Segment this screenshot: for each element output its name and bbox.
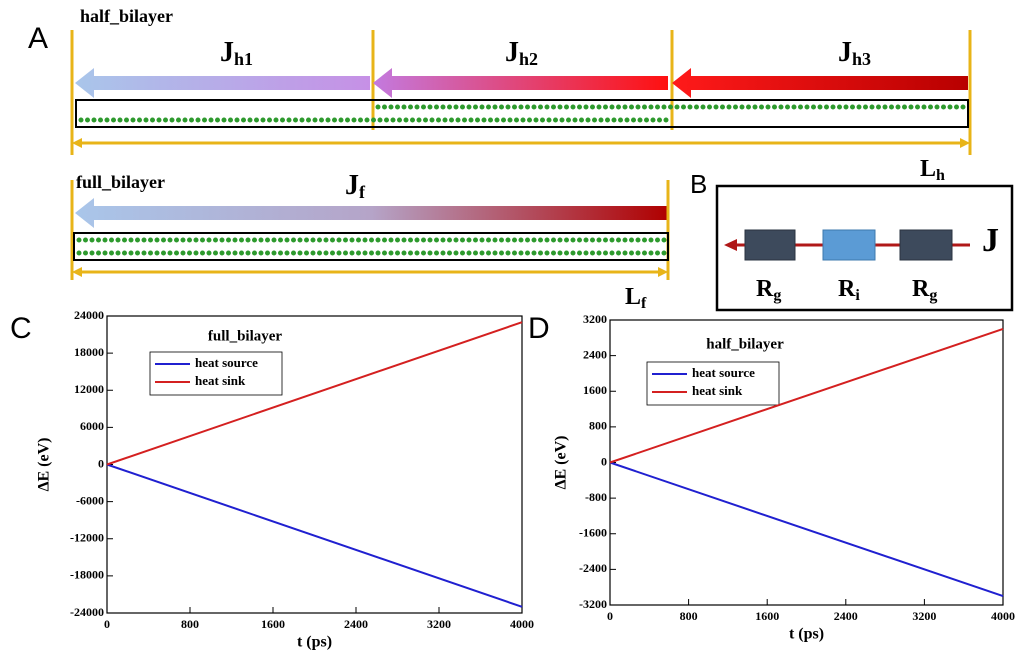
y-tick-label: -2400	[579, 561, 607, 575]
x-tick-label: 1600	[755, 609, 779, 623]
flux-arrow	[373, 68, 668, 98]
y-tick-label: 18000	[74, 345, 104, 359]
y-axis-label: ΔE (eV)	[36, 437, 53, 491]
x-tick-label: 2400	[834, 609, 858, 623]
y-tick-label: -800	[585, 490, 607, 504]
y-tick-label: 2400	[583, 347, 607, 361]
series-line	[107, 465, 522, 607]
x-tick-label: 1600	[261, 617, 285, 631]
atom-rows	[81, 107, 966, 120]
atom-rows	[79, 240, 665, 253]
y-tick-label: 24000	[74, 308, 104, 322]
y-tick-label: 800	[589, 419, 607, 433]
x-axis-label: t (ps)	[297, 634, 332, 650]
length-label: Lh	[920, 156, 945, 184]
x-tick-label: 3200	[912, 609, 936, 623]
x-tick-label: 800	[680, 609, 698, 623]
x-tick-label: 800	[181, 617, 199, 631]
bilayer-box	[76, 100, 968, 127]
y-tick-label: 1600	[583, 383, 607, 397]
diagram-label: full_bilayer	[76, 172, 165, 192]
x-tick-label: 0	[104, 617, 110, 631]
x-tick-label: 0	[607, 609, 613, 623]
flux-label: Jf	[345, 170, 366, 202]
legend-label: heat source	[195, 355, 258, 370]
series-line	[610, 463, 1003, 597]
resistor	[823, 230, 875, 260]
y-tick-label: 0	[98, 456, 104, 470]
legend-label: heat sink	[195, 373, 246, 388]
flux-arrow	[75, 68, 370, 98]
bilayer-box	[74, 233, 668, 260]
y-tick-label: -1600	[579, 526, 607, 540]
x-tick-label: 3200	[427, 617, 451, 631]
x-axis-label: t (ps)	[789, 626, 824, 643]
panel-label: A	[28, 22, 48, 55]
legend-label: heat source	[692, 365, 755, 380]
flux-label: Jh2	[505, 37, 538, 69]
y-tick-label: 0	[601, 454, 607, 468]
y-tick-label: 12000	[74, 382, 104, 396]
x-tick-label: 2400	[344, 617, 368, 631]
resistor	[900, 230, 952, 260]
flux-arrow	[75, 198, 668, 228]
y-axis-label: ΔE (eV)	[553, 435, 570, 489]
chart-title: full_bilayer	[208, 328, 283, 344]
flux-label: J	[982, 222, 999, 259]
chart-title: half_bilayer	[706, 336, 784, 352]
resistor	[745, 230, 795, 260]
panel-label: D	[528, 312, 550, 345]
y-tick-label: 6000	[80, 419, 104, 433]
y-tick-label: -12000	[70, 531, 104, 545]
y-tick-label: -6000	[76, 493, 104, 507]
flux-label: Jh3	[838, 37, 871, 69]
length-label: Lf	[625, 284, 647, 312]
legend-label: heat sink	[692, 383, 743, 398]
diagram-label: half_bilayer	[80, 6, 173, 26]
y-tick-label: -3200	[579, 597, 607, 611]
y-tick-label: 3200	[583, 312, 607, 326]
figure: A B C D half_bilayer Jh1 Jh2 Jh3 Lh full…	[0, 0, 1027, 650]
flux-arrow	[672, 68, 968, 98]
panel-label: C	[10, 312, 32, 345]
x-tick-label: 4000	[510, 617, 534, 631]
length-marker	[72, 180, 668, 280]
flux-label: Jh1	[220, 37, 253, 69]
y-tick-label: -24000	[70, 605, 104, 619]
panel-label: B	[690, 169, 707, 199]
x-tick-label: 4000	[991, 609, 1015, 623]
y-tick-label: -18000	[70, 568, 104, 582]
